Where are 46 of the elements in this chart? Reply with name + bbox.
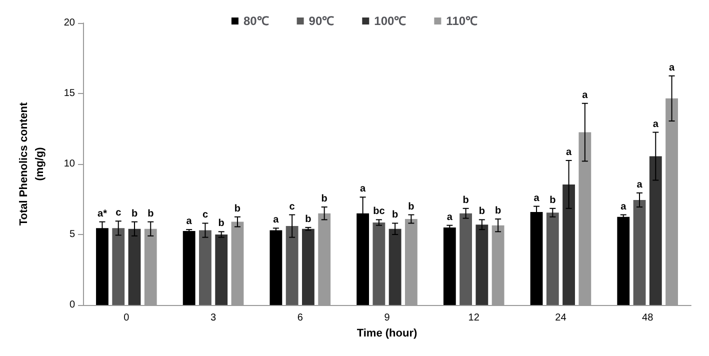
data-label: a [636, 179, 643, 190]
data-label: b [495, 205, 502, 216]
x-axis-title: Time (hour) [356, 327, 418, 340]
data-label: a [582, 90, 588, 101]
data-label: a [446, 212, 453, 223]
x-tick-label: 6 [297, 312, 304, 324]
x-tick-label: 9 [384, 312, 390, 324]
y-tick-label: 10 [64, 158, 76, 170]
data-label: c [202, 210, 208, 221]
x-tick-label: 48 [642, 312, 654, 324]
data-label: a [668, 62, 675, 74]
data-label: a [273, 214, 280, 226]
data-label: b [218, 218, 224, 230]
data-label: c [116, 208, 122, 219]
y-tick-label: 20 [64, 18, 76, 28]
data-label: bc [373, 206, 386, 218]
y-axis-title: Total Phenolics content (mg/g) [18, 102, 46, 226]
data-label: b [408, 201, 414, 212]
data-label: a [652, 118, 659, 130]
data-label: b [234, 203, 241, 214]
x-tick-label: 12 [468, 312, 480, 324]
data-label: b [462, 194, 469, 206]
data-label: b [321, 194, 328, 205]
data-label: a [534, 192, 540, 204]
data-label: b [148, 208, 154, 220]
data-label: a [360, 184, 366, 195]
data-label: a* [98, 208, 108, 220]
data-label: c [289, 201, 296, 212]
legend-label: 100℃ [374, 14, 406, 28]
legend-label: 90℃ [308, 14, 334, 28]
data-label: b [478, 206, 485, 218]
y-tick-label: 0 [69, 300, 76, 310]
data-label: a [620, 201, 627, 212]
x-tick-label: 24 [555, 312, 567, 324]
data-label: b [550, 194, 556, 206]
y-tick-label: 15 [64, 88, 76, 99]
legend-label: 80℃ [243, 14, 269, 28]
legend-label: 110℃ [446, 14, 478, 28]
data-label: b [305, 214, 312, 225]
y-tick-label: 5 [69, 229, 76, 240]
x-tick-label: 0 [124, 312, 130, 324]
data-label: b [131, 208, 138, 220]
data-label: a [566, 146, 572, 158]
data-label: b [392, 210, 398, 221]
data-label: a [186, 216, 192, 228]
x-tick-label: 3 [210, 312, 217, 324]
